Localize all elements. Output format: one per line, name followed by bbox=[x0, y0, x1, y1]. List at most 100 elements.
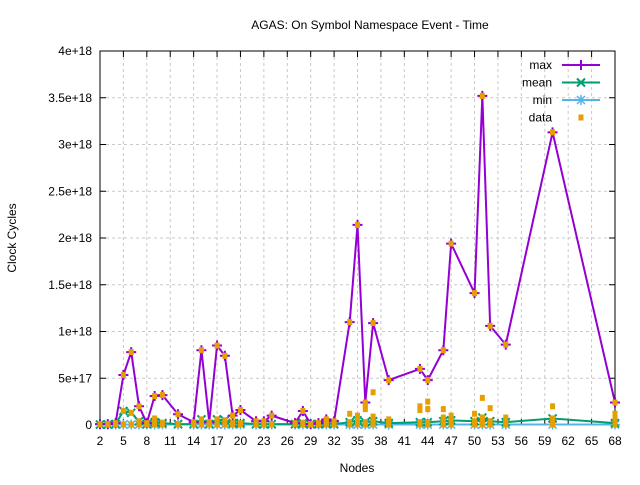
max-point bbox=[576, 60, 586, 70]
data-point bbox=[578, 114, 584, 121]
data-point bbox=[308, 421, 314, 428]
data-point bbox=[300, 421, 306, 428]
data-point bbox=[175, 411, 181, 418]
data-point bbox=[479, 421, 485, 428]
x-tick-label: 59 bbox=[538, 434, 552, 448]
data-point bbox=[370, 413, 376, 420]
data-point bbox=[315, 421, 321, 428]
data-point bbox=[206, 421, 212, 428]
data-point bbox=[550, 421, 556, 428]
x-tick-label: 11 bbox=[164, 434, 177, 448]
data-point bbox=[128, 349, 134, 356]
data-point bbox=[191, 421, 197, 428]
data-point bbox=[386, 377, 392, 384]
x-tick-label: 41 bbox=[398, 434, 412, 448]
data-point bbox=[269, 421, 275, 428]
data-point bbox=[323, 416, 329, 423]
data-point bbox=[440, 421, 446, 428]
x-tick-label: 50 bbox=[468, 434, 482, 448]
x-axis-label: Nodes bbox=[340, 461, 375, 475]
data-point bbox=[550, 415, 556, 422]
x-tick-label: 53 bbox=[491, 434, 505, 448]
data-point bbox=[198, 418, 204, 425]
data-point bbox=[370, 320, 376, 327]
x-tick-label: 56 bbox=[515, 434, 529, 448]
data-point bbox=[479, 416, 485, 423]
data-point bbox=[386, 421, 392, 428]
data-point bbox=[370, 418, 376, 425]
data-point bbox=[198, 347, 204, 354]
data-point bbox=[448, 240, 454, 247]
max-line bbox=[100, 95, 616, 426]
legend-label: data bbox=[529, 111, 553, 125]
marks bbox=[95, 90, 620, 430]
data-point bbox=[120, 371, 126, 378]
data-point bbox=[612, 421, 618, 428]
x-tick-label: 20 bbox=[234, 434, 248, 448]
data-point bbox=[222, 417, 228, 424]
data-point bbox=[120, 421, 126, 428]
data-point bbox=[417, 403, 423, 410]
legend-label: mean bbox=[522, 76, 552, 90]
y-tick-label: 3e+18 bbox=[58, 138, 92, 152]
y-tick-label: 5e+17 bbox=[58, 371, 92, 385]
data-point bbox=[97, 421, 103, 428]
data-point bbox=[479, 92, 485, 99]
data-point bbox=[105, 421, 111, 428]
data-point bbox=[230, 412, 236, 419]
data-point bbox=[198, 421, 204, 428]
x-tick-label: 35 bbox=[351, 434, 365, 448]
grid bbox=[100, 51, 615, 425]
x-tick-label: 14 bbox=[187, 434, 201, 448]
data-point bbox=[152, 415, 158, 422]
data-point bbox=[159, 421, 165, 428]
data-point bbox=[550, 129, 556, 136]
data-point bbox=[253, 421, 259, 428]
data-point bbox=[214, 418, 220, 425]
data-point bbox=[612, 416, 618, 423]
data-point bbox=[487, 418, 493, 425]
data-point bbox=[370, 389, 376, 396]
x-tick-label: 8 bbox=[143, 434, 150, 448]
data-point bbox=[144, 421, 150, 428]
data-point bbox=[362, 406, 368, 413]
data-point bbox=[417, 365, 423, 372]
mean-point bbox=[576, 77, 586, 88]
data-point bbox=[417, 421, 423, 428]
y-tick-label: 1.5e+18 bbox=[48, 278, 92, 292]
y-tick-label: 3.5e+18 bbox=[48, 91, 92, 105]
data-point bbox=[440, 414, 446, 421]
y-axis-label: Clock Cycles bbox=[5, 203, 19, 272]
data-point bbox=[487, 421, 493, 428]
data-point bbox=[417, 407, 423, 414]
data-point bbox=[440, 347, 446, 354]
data-point bbox=[448, 417, 454, 424]
x-tick-label: 65 bbox=[585, 434, 599, 448]
data-point bbox=[355, 412, 360, 419]
data-point bbox=[472, 418, 478, 425]
x-tick-label: 29 bbox=[304, 434, 318, 448]
data-point bbox=[136, 403, 142, 410]
x-tick-label: 68 bbox=[608, 434, 622, 448]
data-point bbox=[237, 407, 243, 414]
data-point bbox=[355, 221, 360, 228]
data-point bbox=[425, 421, 431, 428]
y-tick-label: 2.5e+18 bbox=[48, 184, 92, 198]
data-point bbox=[237, 421, 243, 428]
data-point bbox=[347, 319, 353, 326]
x-tick-label: 2 bbox=[97, 434, 104, 448]
data-point bbox=[269, 412, 275, 419]
data-point bbox=[159, 392, 165, 399]
y-tick-label: 2e+18 bbox=[58, 231, 92, 245]
x-tick-label: 32 bbox=[327, 434, 341, 448]
y-tick-label: 4e+18 bbox=[58, 44, 92, 58]
x-tick-label: 17 bbox=[210, 434, 224, 448]
x-tick-label: 26 bbox=[281, 434, 295, 448]
data-point bbox=[386, 416, 392, 423]
data-point bbox=[612, 399, 618, 406]
data-point bbox=[120, 407, 126, 414]
min-point bbox=[576, 95, 586, 105]
data-point bbox=[503, 341, 509, 348]
data-point bbox=[487, 322, 493, 329]
